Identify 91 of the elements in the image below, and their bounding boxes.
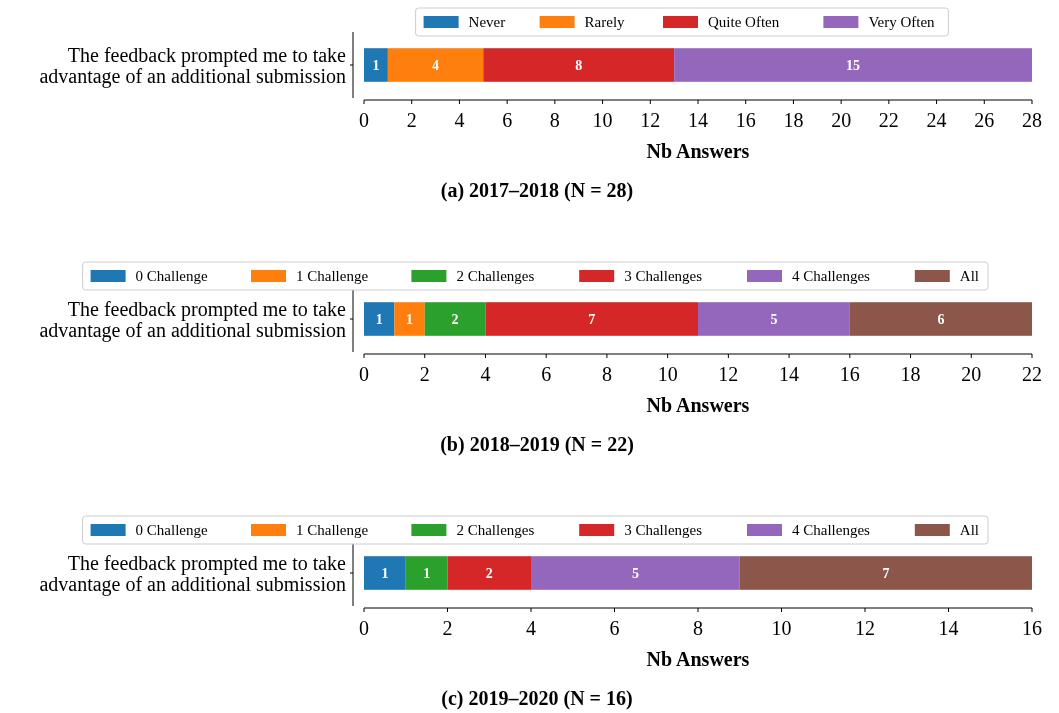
bar [394, 302, 425, 336]
x-tick-label: 22 [878, 109, 899, 131]
data-label: 5 [631, 566, 639, 581]
x-tick-label: 12 [718, 363, 739, 385]
legend-label: Quite Often [708, 14, 780, 30]
data-label: 5 [770, 312, 778, 327]
x-tick-label: 16 [1022, 617, 1042, 639]
legend-label: Never [468, 14, 506, 30]
y-tick-label: The feedback prompted me to take advantage of an additional submission [39, 551, 347, 596]
data-label: 1 [372, 58, 380, 73]
legend-label: 2 Challenges [456, 522, 535, 538]
data-label: 1 [406, 312, 414, 327]
data-label: 7 [588, 312, 596, 327]
x-tick-label: 0 [359, 109, 369, 131]
x-tick-label: 20 [831, 109, 852, 131]
x-tick-label: 12 [640, 109, 661, 131]
legend-label: Very Often [868, 14, 936, 30]
bar [364, 48, 388, 82]
text: (b) 2018–2019 (N = 22) [440, 433, 634, 456]
legend-label: All [959, 268, 979, 284]
bar [364, 556, 406, 590]
data-label: 15 [846, 58, 861, 73]
x-tick-label: 6 [502, 109, 513, 131]
x-tick-label: 2 [406, 109, 417, 131]
text: (c) 2019–2020 (N = 16) [441, 687, 633, 710]
bar [698, 302, 850, 336]
data-label: 1 [375, 312, 383, 327]
x-tick-label: 18 [783, 109, 804, 131]
legend-label: Rarely [584, 14, 626, 30]
x-tick-label: 6 [609, 617, 620, 639]
x-tick-label: 22 [1022, 363, 1042, 385]
bar [424, 302, 486, 336]
x-tick-label: 6 [541, 363, 552, 385]
legend-label: 0 Challenge [135, 268, 209, 284]
x-tick-label: 14 [938, 617, 959, 639]
data-label: 1 [423, 566, 431, 581]
x-tick-label: 8 [601, 363, 612, 385]
x-tick-label: 10 [592, 109, 613, 131]
bar [674, 48, 1032, 82]
bar [405, 556, 448, 590]
legend-label: 2 Challenges [456, 268, 535, 284]
data-label: 7 [882, 566, 890, 581]
bar [485, 302, 698, 336]
x-tick-label: 28 [1022, 109, 1042, 131]
legend-label: 1 Challenge [296, 268, 369, 284]
x-tick-label: 20 [961, 363, 982, 385]
x-tick-label: 8 [693, 617, 703, 639]
legend-label: 1 Challenge [296, 522, 369, 538]
legend-label: 0 Challenge [135, 522, 209, 538]
y-tick-label: The feedback prompted me to take advantage of an additional submission [39, 43, 347, 88]
data-label: 6 [937, 312, 945, 327]
x-tick-label: 16 [735, 109, 756, 131]
legend-label: 4 Challenges [792, 522, 871, 538]
bar [364, 302, 395, 336]
legend-label: All [959, 522, 979, 538]
text: (a) 2017–2018 (N = 28) [440, 179, 634, 202]
x-tick-label: 14 [779, 363, 800, 385]
bar [531, 556, 740, 590]
x-tick-label: 10 [771, 617, 792, 639]
x-axis-title: Nb Answers [646, 140, 750, 162]
bar [849, 302, 1032, 336]
x-tick-label: 2 [442, 617, 453, 639]
legend-label: 3 Challenges [624, 522, 703, 538]
x-tick-label: 2 [419, 363, 430, 385]
data-label: 4 [432, 58, 440, 73]
x-tick-label: 26 [974, 109, 995, 131]
x-tick-label: 12 [855, 617, 875, 639]
x-axis-title: Nb Answers [646, 394, 750, 416]
x-tick-label: 8 [549, 109, 560, 131]
x-tick-label: 18 [900, 363, 921, 385]
x-axis-title: Nb Answers [646, 648, 750, 670]
data-label: 8 [575, 58, 583, 73]
x-tick-label: 14 [688, 109, 708, 131]
bar [483, 48, 675, 82]
legend-label: 3 Challenges [624, 268, 703, 284]
bar [387, 48, 484, 82]
x-tick-label: 4 [526, 617, 536, 639]
x-tick-label: 4 [454, 109, 465, 131]
x-tick-label: 16 [839, 363, 860, 385]
x-tick-label: 10 [657, 363, 678, 385]
legend-label: 4 Challenges [792, 268, 871, 284]
data-label: 2 [451, 312, 459, 327]
data-label: 2 [485, 566, 493, 581]
x-tick-label: 0 [359, 363, 369, 385]
bar [739, 556, 1032, 590]
x-tick-label: 0 [359, 617, 369, 639]
bar [447, 556, 531, 590]
data-label: 1 [381, 566, 389, 581]
x-tick-label: 24 [926, 109, 947, 131]
y-tick-label: The feedback prompted me to take advantage of an additional submission [39, 297, 347, 342]
x-tick-label: 4 [480, 363, 491, 385]
